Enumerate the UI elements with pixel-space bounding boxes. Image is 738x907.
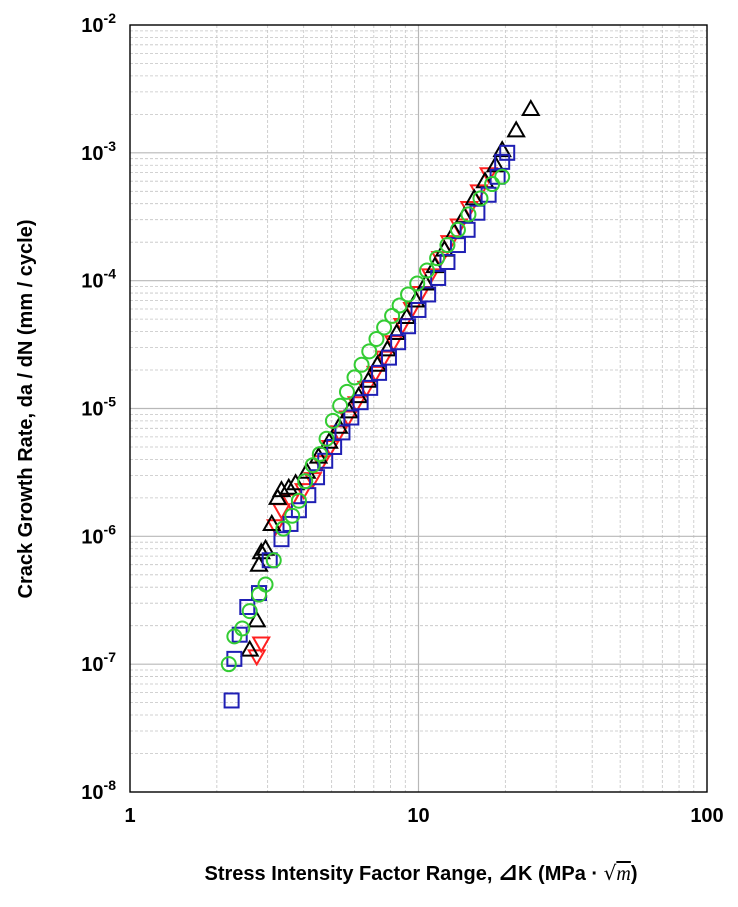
point-square bbox=[400, 318, 417, 335]
grid bbox=[130, 25, 707, 792]
point-circle bbox=[284, 507, 301, 524]
point-square bbox=[439, 253, 456, 270]
point-circle bbox=[297, 473, 314, 490]
point-triangle-up bbox=[492, 140, 512, 158]
point-triangle-down bbox=[251, 636, 271, 654]
point-square bbox=[390, 334, 407, 351]
point-circle bbox=[361, 343, 378, 360]
point-triangle-up bbox=[416, 273, 436, 291]
point-square bbox=[420, 286, 437, 303]
point-square bbox=[459, 221, 476, 238]
y-tick-label: 10-4 bbox=[81, 266, 116, 293]
y-tick-label: 10-6 bbox=[81, 521, 116, 548]
point-circle bbox=[368, 330, 385, 347]
point-circle bbox=[332, 397, 349, 414]
point-circle bbox=[384, 307, 401, 324]
y-tick-label: 10-8 bbox=[81, 777, 116, 804]
point-square bbox=[223, 692, 240, 709]
delta-symbol: ⊿ bbox=[498, 858, 518, 886]
tick-labels: 1 10 100 10-8 10-7 10-6 10-5 10-4 10-3 10-2 bbox=[81, 10, 723, 827]
point-square bbox=[449, 237, 466, 254]
point-circle bbox=[304, 457, 321, 474]
point-circle bbox=[376, 319, 393, 336]
point-square bbox=[430, 269, 447, 286]
point-triangle-up bbox=[521, 99, 541, 117]
point-triangle-down bbox=[346, 396, 367, 414]
point-circle bbox=[472, 190, 489, 207]
point-square bbox=[334, 424, 351, 441]
point-triangle-up bbox=[247, 610, 267, 628]
point-circle bbox=[318, 430, 335, 447]
y-axis-title: Crack Growth Rate, da / dN (mm / cycle) bbox=[15, 220, 37, 599]
point-triangle-down bbox=[266, 519, 286, 537]
sqrt-symbol: √ bbox=[604, 861, 617, 885]
point-circle bbox=[338, 383, 355, 400]
point-triangle-up bbox=[251, 542, 271, 560]
x-axis-title-close: ) bbox=[631, 863, 638, 885]
point-circle bbox=[275, 520, 292, 537]
point-square bbox=[410, 301, 427, 318]
point-circle bbox=[241, 603, 258, 620]
point-triangle-up bbox=[239, 639, 260, 657]
point-square bbox=[380, 349, 397, 366]
point-circle bbox=[391, 297, 408, 314]
point-circle bbox=[346, 369, 363, 386]
point-square bbox=[480, 186, 497, 203]
point-circle bbox=[257, 576, 274, 593]
point-circle bbox=[418, 262, 435, 279]
point-square bbox=[362, 379, 379, 396]
y-tick-label: 10-3 bbox=[81, 138, 116, 165]
point-circle bbox=[409, 275, 426, 292]
point-triangle-up bbox=[255, 538, 276, 556]
point-square bbox=[371, 364, 388, 381]
series-green-circle bbox=[220, 168, 511, 673]
point-circle bbox=[234, 620, 251, 637]
point-triangle-up bbox=[485, 155, 506, 173]
point-circle bbox=[429, 250, 446, 267]
point-circle bbox=[220, 656, 237, 673]
point-square bbox=[499, 144, 516, 161]
point-triangle-up bbox=[271, 480, 292, 498]
point-square bbox=[273, 531, 290, 548]
point-square bbox=[352, 394, 369, 411]
y-tick-label: 10-2 bbox=[81, 10, 116, 37]
point-triangle-up bbox=[285, 473, 306, 491]
point-triangle-up bbox=[464, 188, 484, 206]
point-triangle-up bbox=[279, 477, 299, 495]
point-circle bbox=[449, 221, 466, 238]
point-triangle-up bbox=[262, 513, 282, 531]
x-tick-label: 10 bbox=[407, 805, 429, 827]
point-square bbox=[226, 650, 243, 667]
point-circle bbox=[494, 168, 511, 185]
point-circle bbox=[290, 492, 307, 509]
y-tick-label: 10-5 bbox=[81, 394, 116, 421]
point-circle bbox=[400, 286, 417, 303]
point-triangle-up bbox=[506, 120, 526, 138]
sqrt-m: m bbox=[616, 863, 630, 885]
x-tick-label: 1 bbox=[124, 805, 135, 827]
data-markers bbox=[220, 99, 541, 709]
point-circle bbox=[460, 206, 477, 223]
point-circle bbox=[265, 552, 282, 569]
point-triangle-down bbox=[247, 649, 267, 667]
point-square bbox=[261, 552, 278, 569]
x-axis-title-main: K (MPa · bbox=[518, 863, 604, 885]
x-axis-title: Stress Intensity Factor Range, ⊿K (MPa ·… bbox=[205, 858, 638, 886]
x-axis-title-prefix: Stress Intensity Factor Range, bbox=[205, 863, 498, 885]
y-tick-label: 10-7 bbox=[81, 649, 116, 676]
point-circle bbox=[311, 446, 328, 463]
point-circle bbox=[324, 412, 341, 429]
point-square bbox=[343, 409, 360, 426]
point-circle bbox=[439, 237, 456, 254]
x-tick-label: 100 bbox=[690, 805, 723, 827]
point-circle bbox=[353, 356, 370, 373]
plot-frame bbox=[129, 24, 708, 793]
point-triangle-down bbox=[293, 483, 314, 501]
